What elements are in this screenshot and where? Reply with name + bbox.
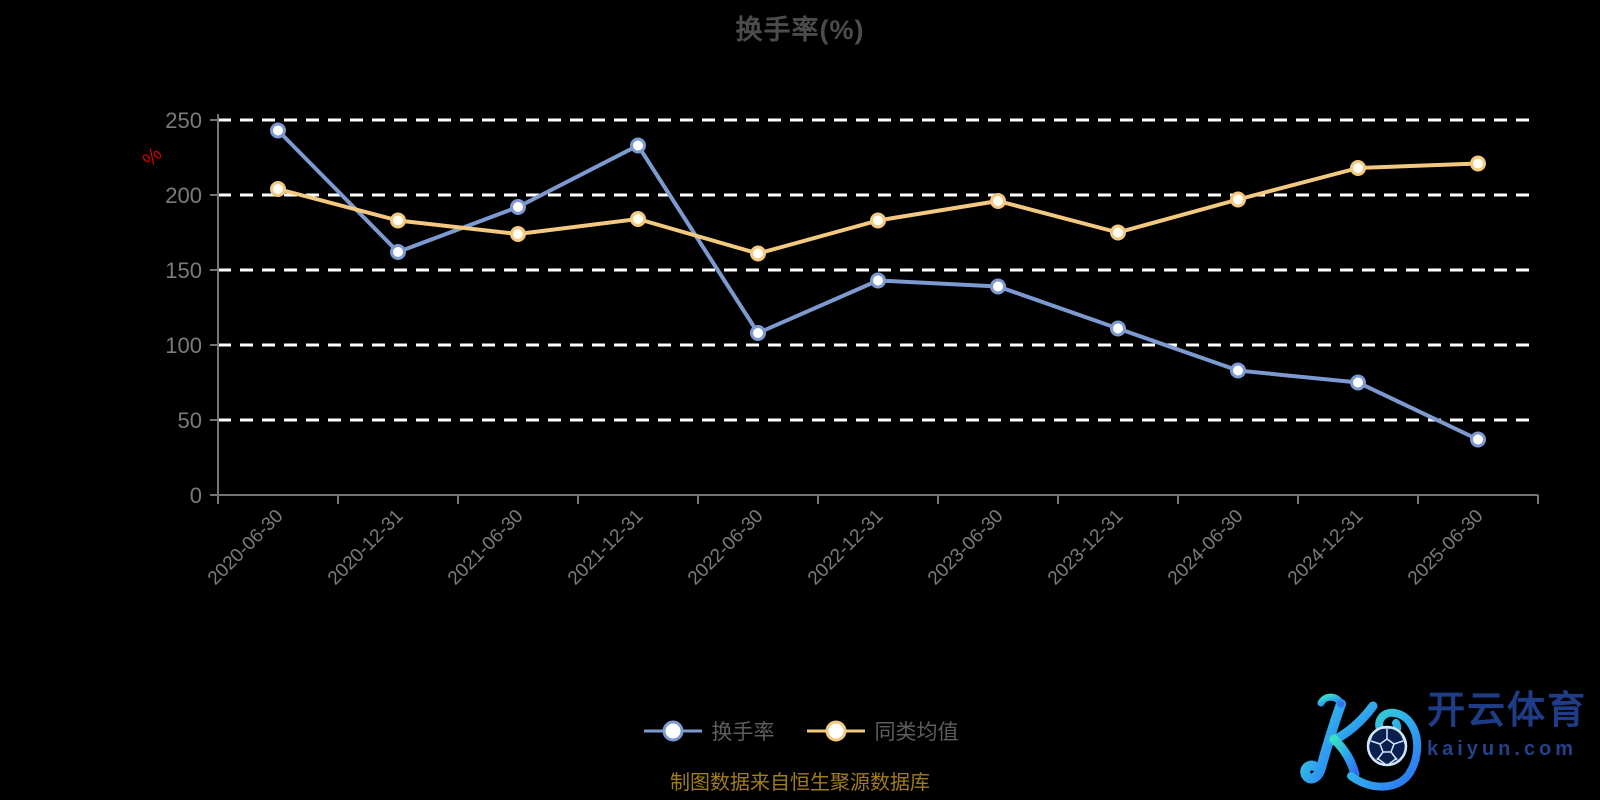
data-point-0-0[interactable] <box>270 122 286 139</box>
data-point-1-8[interactable] <box>1230 191 1246 208</box>
data-point-1-10[interactable] <box>1470 155 1486 172</box>
data-point-0-10[interactable] <box>1470 431 1486 448</box>
data-point-0-2[interactable] <box>510 199 526 215</box>
data-point-1-5[interactable] <box>870 212 886 229</box>
data-point-0-3[interactable] <box>630 137 646 154</box>
x-axis-label: 2020-12-31 <box>324 506 408 590</box>
y-axis-label: 0 <box>190 483 202 508</box>
x-axis-label: 2021-12-31 <box>564 506 648 590</box>
legend-item-turnover[interactable]: 换手率 <box>642 716 775 746</box>
x-axis-label: 2025-06-30 <box>1404 506 1488 590</box>
x-axis-label: 2020-06-30 <box>204 506 288 590</box>
data-point-1-3[interactable] <box>630 211 646 227</box>
y-axis-label: 250 <box>165 108 202 133</box>
legend: 换手率 同类均值 <box>0 716 1600 746</box>
data-point-0-4[interactable] <box>750 325 766 341</box>
soccer-ball-icon <box>1366 725 1408 766</box>
data-point-1-0[interactable] <box>270 181 286 197</box>
page-title: 换手率(%) <box>735 15 865 45</box>
data-point-1-9[interactable] <box>1350 160 1366 176</box>
data-source-note: 制图数据来自恒生聚源数据库 <box>670 772 930 794</box>
legend-label: 同类均值 <box>874 721 959 744</box>
kaiyun-k-mark-icon <box>1300 693 1422 791</box>
x-axis-label: 2023-12-31 <box>1044 506 1128 590</box>
legend-label: 换手率 <box>711 721 775 744</box>
data-point-0-6[interactable] <box>990 278 1006 295</box>
line-marker-icon <box>643 720 702 742</box>
x-axis-label: 2022-06-30 <box>684 506 768 590</box>
data-point-1-7[interactable] <box>1110 224 1126 241</box>
data-point-0-9[interactable] <box>1350 374 1366 391</box>
y-axis-label: 100 <box>165 333 202 358</box>
data-point-1-2[interactable] <box>510 226 526 242</box>
legend-item-category-average[interactable]: 同类均值 <box>805 716 959 746</box>
y-axis-label: 200 <box>165 183 202 208</box>
logo-domain-text: kaiyun.com <box>1427 738 1578 761</box>
x-axis-label: 2024-06-30 <box>1164 506 1248 590</box>
data-point-0-7[interactable] <box>1110 320 1126 337</box>
x-axis-label: 2023-06-30 <box>924 506 1008 590</box>
x-axis-label: 2022-12-31 <box>804 506 888 590</box>
logo-brand-text: 开云体育 <box>1427 689 1588 732</box>
data-point-0-8[interactable] <box>1230 362 1246 379</box>
data-point-1-6[interactable] <box>990 193 1006 209</box>
data-point-0-5[interactable] <box>870 272 886 289</box>
line-marker-icon <box>806 720 865 742</box>
data-point-0-1[interactable] <box>390 244 406 260</box>
series-line-1 <box>276 161 1480 256</box>
x-axis-label: 2024-12-31 <box>1284 506 1368 590</box>
kaiyun-logo[interactable]: 开云体育 kaiyun.com <box>1285 652 1600 800</box>
y-axis-label: 150 <box>165 258 202 283</box>
y-axis-label: 50 <box>178 408 202 433</box>
data-point-1-1[interactable] <box>390 212 406 229</box>
data-point-1-4[interactable] <box>750 245 766 262</box>
x-axis-label: 2021-06-30 <box>444 506 528 590</box>
